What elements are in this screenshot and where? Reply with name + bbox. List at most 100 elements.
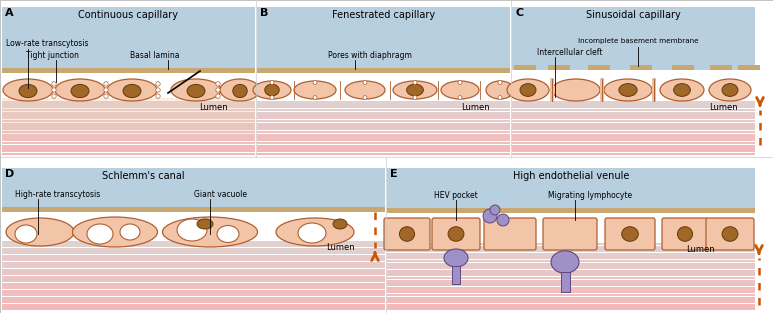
Ellipse shape [441,81,479,99]
Bar [512,128,755,130]
Bar [2,240,385,244]
Bar [387,297,755,300]
Bar [257,120,510,122]
Bar [2,258,385,261]
Text: Schlemm's canal: Schlemm's canal [102,171,185,181]
Circle shape [490,205,500,215]
Ellipse shape [345,81,385,99]
Bar [512,111,755,114]
Bar [2,98,255,134]
Circle shape [52,94,56,98]
Bar [2,134,255,136]
Text: Intercellular cleft: Intercellular cleft [537,48,603,57]
Ellipse shape [444,249,468,267]
Bar [512,139,755,141]
Bar [257,136,510,138]
Ellipse shape [71,85,89,98]
Bar [2,139,255,141]
Ellipse shape [294,81,336,99]
Ellipse shape [448,227,464,241]
Ellipse shape [393,81,437,99]
Bar [2,68,255,73]
Text: Pores with diaphragm: Pores with diaphragm [328,51,412,60]
Bar [550,78,554,102]
Bar [387,246,755,249]
Ellipse shape [217,225,239,243]
Bar [512,109,755,111]
Bar [257,68,510,73]
Bar [2,117,255,119]
Bar [387,287,755,290]
Ellipse shape [400,227,414,241]
Ellipse shape [709,79,751,101]
Ellipse shape [6,218,74,246]
Ellipse shape [551,251,579,273]
Bar [2,272,385,275]
Bar [2,114,255,116]
FancyBboxPatch shape [384,218,430,250]
Bar [512,142,755,144]
Text: Lumen: Lumen [710,104,738,112]
Bar [387,168,755,213]
Bar [512,153,755,155]
Bar [672,65,694,70]
Ellipse shape [722,84,738,96]
Bar [387,283,755,286]
Bar [710,65,732,70]
Text: E: E [390,169,397,179]
Bar [512,145,755,147]
Bar [387,263,755,266]
Bar [257,125,510,127]
FancyBboxPatch shape [432,218,480,250]
Text: Low-rate transcytosis: Low-rate transcytosis [6,39,88,48]
Bar [548,65,570,70]
Bar [512,131,755,133]
Ellipse shape [298,223,326,243]
Ellipse shape [3,79,53,101]
Text: Basal lamina: Basal lamina [130,51,180,60]
FancyBboxPatch shape [605,218,655,250]
Ellipse shape [177,219,207,241]
Bar [2,111,255,114]
Circle shape [270,80,274,85]
Bar [2,286,385,289]
Bar [2,251,385,254]
Bar [512,117,755,119]
Bar [2,244,385,247]
Ellipse shape [507,79,549,101]
Bar [2,307,385,310]
Circle shape [497,214,509,226]
Ellipse shape [486,81,514,99]
Bar [2,147,255,150]
Circle shape [413,95,417,100]
Ellipse shape [660,79,704,101]
Bar [2,269,385,271]
Bar [387,256,755,259]
Bar [387,243,755,245]
Ellipse shape [55,79,105,101]
Text: B: B [260,8,268,18]
Circle shape [52,88,56,92]
Bar [512,114,755,116]
Bar [387,249,755,252]
Circle shape [458,95,462,100]
Ellipse shape [171,79,221,101]
Ellipse shape [19,85,37,98]
Bar [257,134,510,136]
FancyBboxPatch shape [543,218,597,250]
Bar [2,7,255,73]
Text: Giant vacuole: Giant vacuole [193,190,247,199]
Bar [512,122,755,125]
Ellipse shape [253,81,291,99]
Bar [2,150,255,152]
Ellipse shape [15,225,37,243]
Text: Migrating lymphocyte: Migrating lymphocyte [548,191,632,200]
Text: Tight junction: Tight junction [26,51,78,60]
Bar [630,65,652,70]
Bar [512,103,755,105]
Bar [2,296,385,300]
Bar [2,275,385,279]
Bar [387,300,755,303]
Text: High endothelial venule: High endothelial venule [512,171,629,181]
Bar [2,207,385,212]
